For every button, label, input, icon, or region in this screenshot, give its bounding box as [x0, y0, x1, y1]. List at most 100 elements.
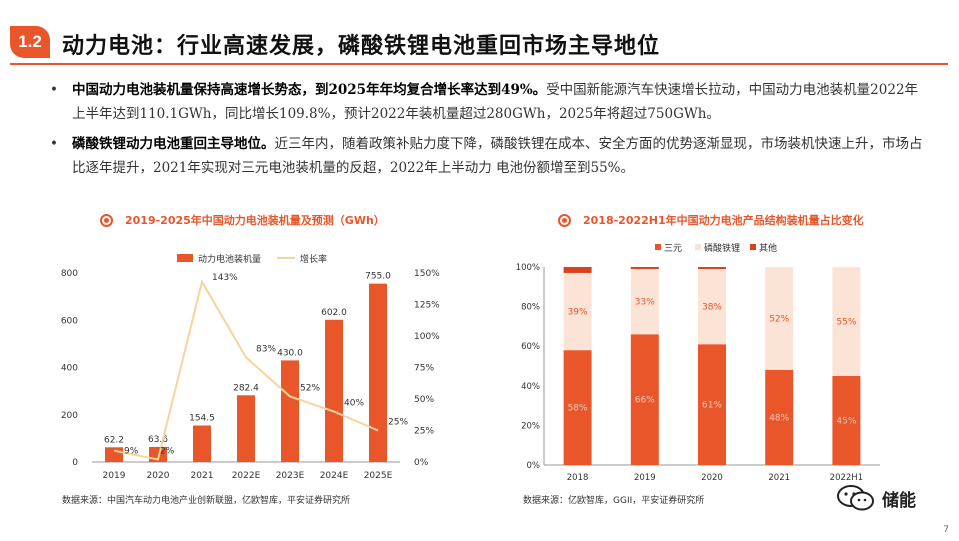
bar-installations	[325, 319, 343, 462]
bullet-2-bold: 磷酸铁锂动力电池重回主导地位。	[72, 136, 275, 152]
y2-tick-label: 25%	[414, 427, 434, 437]
left-chart-source: 数据来源：中国汽车动力电池产业创新联盟，亿欧智库，平安证券研究所	[62, 496, 351, 506]
right-chart-title-text: 2018-2022H1年中国动力电池产品结构装机量占比变化	[583, 214, 864, 227]
bar-segment	[630, 334, 659, 465]
watermark-text: 储能	[882, 490, 916, 511]
bullet-item-1: 中国动力电池装机量保持高速增长势态，到2025年年均复合增长率达到49%。受中国…	[50, 78, 930, 126]
x-tick-label: 2021	[768, 473, 790, 483]
bar-installations	[281, 360, 299, 462]
y-tick-label: 0	[72, 458, 78, 468]
bar-segment	[563, 267, 592, 273]
growth-data-label: 25%	[388, 418, 408, 428]
bar-data-label: 63.6	[148, 435, 168, 445]
y2-tick-label: 50%	[414, 395, 434, 405]
left-chart-title-text: 2019-2025年中国动力电池装机量及预测（GWh）	[125, 214, 385, 227]
growth-data-label: 52%	[300, 383, 320, 393]
y-tick-label: 100%	[516, 263, 540, 273]
y-tick-label: 40%	[521, 382, 540, 392]
legend-swatch-installations	[177, 254, 193, 262]
x-tick-label: 2018	[567, 473, 589, 483]
legend-swatch	[750, 244, 756, 250]
legend-label: 其他	[759, 242, 777, 254]
bar-data-label: 430.0	[277, 348, 303, 358]
growth-data-label: 143%	[212, 273, 238, 283]
wechat-icon	[837, 485, 874, 511]
bar-segment	[563, 272, 592, 351]
bullet-item-2: 磷酸铁锂动力电池重回主导地位。近三年内，随着政策补贴力度下降，磷酸铁锂在成本、安…	[50, 132, 930, 180]
section-badge: 1.2	[10, 26, 50, 58]
bullet-list: 中国动力电池装机量保持高速增长势态，到2025年年均复合增长率达到49%。受中国…	[50, 78, 930, 186]
y-tick-label: 80%	[521, 303, 540, 313]
target-icon	[558, 213, 571, 227]
bar-installations	[105, 447, 123, 462]
bar-installations	[369, 283, 387, 462]
y2-tick-label: 150%	[414, 269, 440, 279]
growth-rate-line	[113, 279, 379, 461]
bar-segment	[698, 268, 726, 345]
bar-data-label: 154.5	[189, 413, 215, 423]
segment-data-label: 45%	[836, 416, 856, 426]
x-tick-label: 2020	[701, 473, 723, 483]
y2-tick-label: 75%	[414, 364, 434, 374]
bar-data-label: 602.0	[321, 308, 347, 318]
legend-label-growth: 增长率	[300, 253, 327, 265]
bar-segment	[832, 267, 861, 376]
page-number: 7	[943, 525, 949, 535]
y2-tick-label: 0%	[414, 458, 429, 468]
bar-segment	[832, 375, 861, 465]
right-chart-title: 2018-2022H1年中国动力电池产品结构装机量占比变化	[558, 212, 864, 228]
bar-installations	[237, 395, 255, 462]
x-tick-label: 2025E	[364, 471, 393, 481]
left-chart-title: 2019-2025年中国动力电池装机量及预测（GWh）	[100, 212, 385, 228]
y-tick-label: 0%	[527, 461, 541, 471]
growth-data-label: 9%	[124, 447, 139, 457]
segment-data-label: 66%	[635, 396, 655, 406]
bar-segment	[698, 344, 726, 465]
bar-segment	[630, 268, 659, 335]
segment-data-label: 61%	[702, 401, 722, 411]
segment-data-label: 38%	[702, 303, 722, 313]
segment-data-label: 33%	[635, 298, 655, 308]
bar-installations	[193, 425, 211, 462]
bullet-1-text: 受中国新能源汽车快速增长拉动，中国动力电池装机量2022年上半年达到110.1G…	[72, 82, 919, 122]
page-title: 动力电池：行业高速发展，磷酸铁锂电池重回市场主导地位	[62, 34, 661, 59]
y2-tick-label: 100%	[414, 332, 440, 342]
bar-data-label: 282.4	[233, 383, 259, 393]
x-tick-label: 2024E	[320, 471, 349, 481]
bar-segment	[698, 267, 726, 269]
bar-segment	[563, 350, 592, 465]
segment-data-label: 58%	[568, 404, 588, 414]
segment-data-label: 55%	[836, 317, 856, 327]
watermark: 储能	[836, 484, 916, 512]
legend-swatch	[695, 244, 701, 250]
x-tick-label: 2020	[147, 471, 170, 481]
x-tick-label: 2023E	[276, 471, 305, 481]
right-chart: 三元 磷酸铁锂 其他 0% 20% 40% 60% 80% 100% 58% 39% 2018 66% 3…	[516, 242, 880, 483]
y-tick-label: 200	[61, 411, 78, 421]
legend-label: 三元	[664, 244, 682, 254]
y-tick-label: 400	[61, 364, 78, 374]
segment-data-label: 52%	[769, 314, 789, 324]
right-chart-source: 数据来源：亿欧智库，GGII，平安证券研究所	[523, 496, 705, 506]
y-tick-label: 60%	[521, 342, 540, 352]
bullet-1-bold: 中国动力电池装机量保持高速增长势态，到2025年年均复合增长率达到49%。	[72, 82, 547, 98]
x-tick-label: 2021	[191, 471, 214, 481]
bar-segment	[765, 267, 794, 370]
growth-data-label: 40%	[344, 399, 364, 409]
segment-data-label: 48%	[769, 413, 789, 423]
y-tick-label: 800	[61, 269, 78, 279]
growth-data-label: 83%	[256, 344, 276, 354]
legend-label: 磷酸铁锂	[704, 242, 740, 254]
target-icon	[100, 213, 113, 227]
growth-data-label: 2%	[160, 446, 175, 456]
left-chart: 动力电池装机量 增长率 0 200 400 600 800 0% 25% 50% 75% 100% 12…	[61, 253, 440, 481]
bullet-2-text: 近三年内，随着政策补贴力度下降，磷酸铁锂在成本、安全方面的优势逐渐显现，市场装机…	[72, 136, 923, 176]
x-tick-label: 2022H1	[830, 473, 863, 483]
bar-segment	[630, 267, 659, 269]
legend-swatch	[655, 244, 661, 250]
y-tick-label: 600	[61, 316, 78, 326]
y-tick-label: 20%	[521, 421, 540, 431]
title-divider	[10, 63, 948, 65]
bar-data-label: 62.2	[104, 435, 124, 445]
x-tick-label: 2019	[634, 473, 656, 483]
